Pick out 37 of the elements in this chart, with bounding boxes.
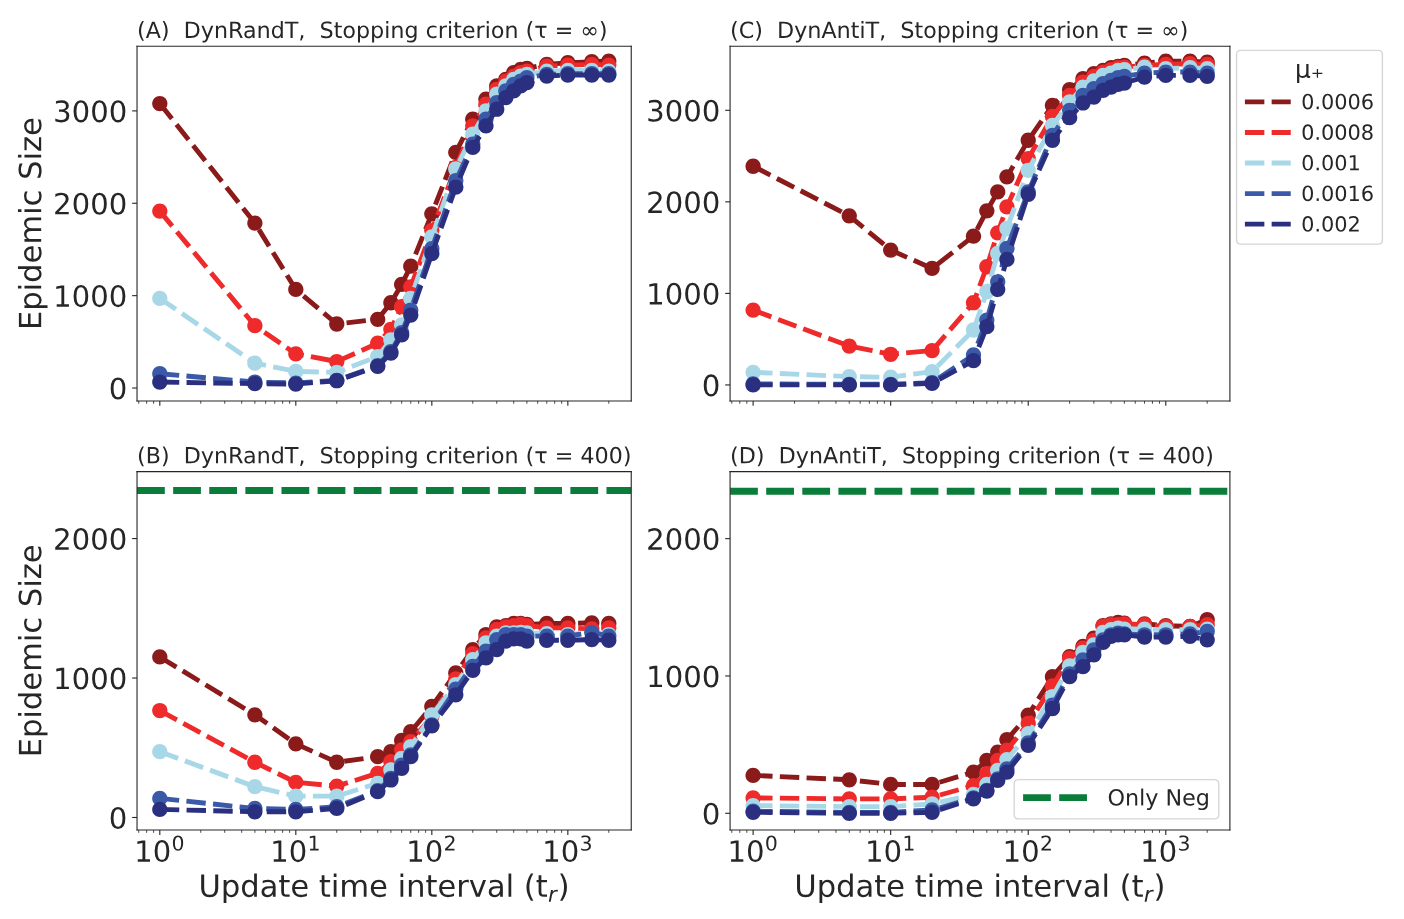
- legend-label: 0.0016: [1302, 185, 1373, 202]
- x-axis-title: Update time interval (t$_{r}$): [201, 873, 567, 904]
- x-tick-label: 10$^{2}$: [409, 835, 455, 863]
- y-tick-label: 1000: [56, 285, 126, 308]
- x-tick-label: 10$^{1}$: [273, 835, 319, 863]
- x-tick-label: 10$^{0}$: [137, 835, 184, 863]
- y-tick-label: 0: [110, 806, 126, 829]
- y-tick-label: 2000: [648, 528, 719, 551]
- y-tick-label: 0: [110, 377, 126, 400]
- legend-label: 0.002: [1302, 216, 1359, 232]
- x-tick-label: 10$^{3}$: [545, 835, 591, 863]
- legend-label: 0.0006: [1302, 93, 1373, 110]
- y-axis-title: Epidemic Size: [17, 546, 48, 755]
- y-tick-label: 0: [703, 802, 719, 825]
- y-tick-label: 2000: [55, 192, 126, 215]
- y-tick-label: 2000: [55, 528, 126, 551]
- x-tick-label: 10$^{1}$: [868, 835, 914, 863]
- y-tick-label: 3000: [55, 100, 126, 123]
- legend-title: μ₊: [1297, 64, 1323, 83]
- x-tick-label: 10$^{0}$: [730, 835, 777, 863]
- legend-label: Only Neg: [1108, 788, 1208, 811]
- chart-title: (C) DynAntiT, Stopping criterion (τ = ∞): [731, 21, 1187, 43]
- y-tick-label: 2000: [648, 191, 719, 214]
- chart-title: (A) DynRandT, Stopping criterion (τ = ∞): [138, 21, 606, 43]
- y-tick-label: 0: [703, 374, 719, 397]
- x-axis-title: Update time interval (t$_{r}$): [797, 873, 1163, 904]
- y-axis-title: Epidemic Size: [17, 118, 48, 328]
- legend-label: 0.001: [1302, 154, 1359, 171]
- y-tick-label: 3000: [648, 99, 719, 122]
- y-tick-label: 1000: [56, 667, 126, 690]
- y-tick-label: 1000: [649, 665, 719, 688]
- chart-title: (D) DynAntiT, Stopping criterion (τ = 400): [731, 446, 1212, 468]
- chart-title: (B) DynRandT, Stopping criterion (τ = 400): [138, 446, 630, 468]
- x-tick-label: 10$^{3}$: [1143, 835, 1189, 863]
- y-tick-label: 1000: [649, 282, 719, 305]
- legend-label: 0.0008: [1302, 124, 1373, 141]
- x-tick-label: 10$^{2}$: [1005, 835, 1051, 863]
